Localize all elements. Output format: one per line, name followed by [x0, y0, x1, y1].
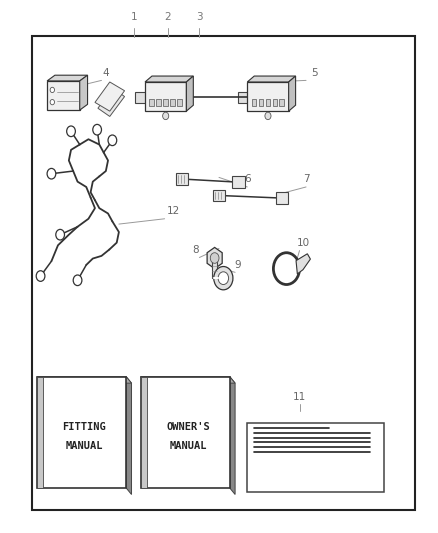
Circle shape [73, 275, 82, 286]
Bar [265, 99, 270, 106]
Polygon shape [207, 247, 222, 269]
Polygon shape [80, 75, 88, 110]
Circle shape [50, 87, 54, 93]
Circle shape [36, 271, 45, 281]
Bar [135, 92, 146, 103]
Polygon shape [141, 377, 235, 383]
Polygon shape [230, 377, 235, 495]
Bar [37, 377, 126, 488]
Polygon shape [296, 254, 311, 274]
Bar [141, 377, 147, 488]
Bar [247, 82, 289, 111]
Text: MANUAL: MANUAL [169, 441, 207, 451]
Text: FITTING: FITTING [63, 422, 106, 432]
Bar [212, 258, 217, 278]
Bar [252, 99, 256, 106]
Bar [177, 99, 182, 106]
Text: MANUAL: MANUAL [66, 441, 103, 451]
Bar [163, 99, 168, 106]
Bar [276, 192, 288, 204]
Text: 8: 8 [192, 245, 198, 255]
Text: 10: 10 [297, 238, 311, 248]
Bar [279, 99, 284, 106]
Circle shape [214, 266, 233, 290]
Text: 2: 2 [164, 12, 171, 21]
Bar [233, 176, 245, 188]
Text: 1: 1 [131, 12, 138, 21]
Circle shape [47, 168, 56, 179]
Bar [32, 36, 415, 511]
Bar [258, 99, 263, 106]
Circle shape [218, 272, 229, 285]
Text: 5: 5 [311, 68, 318, 78]
Bar [247, 423, 385, 492]
Circle shape [56, 229, 64, 240]
Bar [213, 190, 225, 201]
Text: 4: 4 [102, 68, 109, 78]
Circle shape [93, 124, 102, 135]
Circle shape [50, 100, 54, 105]
Polygon shape [247, 76, 296, 82]
Text: 7: 7 [303, 174, 309, 184]
Bar [141, 377, 230, 488]
Polygon shape [145, 76, 193, 82]
Bar [156, 99, 161, 106]
Text: 13: 13 [186, 392, 200, 402]
Text: 11: 11 [293, 392, 306, 402]
Circle shape [162, 112, 169, 119]
Text: 12: 12 [167, 206, 180, 216]
Polygon shape [37, 377, 131, 383]
Bar [272, 99, 277, 106]
Polygon shape [126, 377, 131, 495]
Bar [145, 82, 186, 111]
Bar [176, 173, 188, 185]
Text: 9: 9 [234, 260, 240, 270]
Bar [170, 99, 175, 106]
Circle shape [265, 112, 271, 119]
Polygon shape [47, 75, 88, 81]
Text: OWNER'S: OWNER'S [166, 422, 210, 432]
Circle shape [108, 135, 117, 146]
Bar [37, 377, 43, 488]
Bar [47, 81, 80, 110]
Circle shape [210, 253, 219, 263]
Polygon shape [98, 88, 124, 116]
Polygon shape [289, 76, 296, 111]
Circle shape [67, 126, 75, 136]
Text: 3: 3 [196, 12, 203, 21]
Polygon shape [95, 82, 124, 111]
Bar [238, 92, 248, 103]
Bar [149, 99, 154, 106]
Text: 6: 6 [244, 174, 251, 184]
Polygon shape [186, 76, 193, 111]
